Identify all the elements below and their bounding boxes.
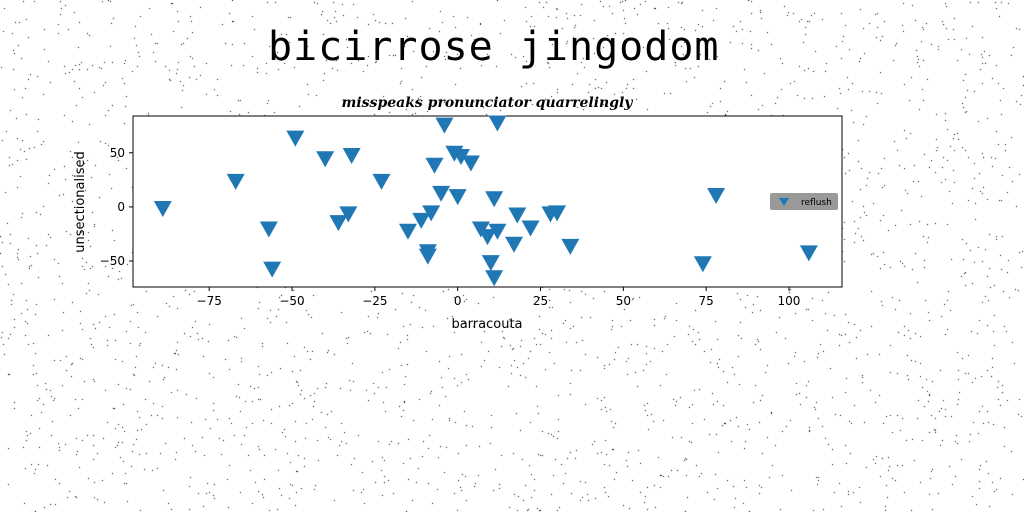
y-axis-label: unsectionalised xyxy=(73,151,88,253)
y-axis-ticks: −50 0 50 xyxy=(100,146,133,268)
scatter-point xyxy=(485,191,504,208)
scatter-point xyxy=(693,256,712,273)
scatter-point xyxy=(153,200,172,217)
y-tick-label: 50 xyxy=(110,146,125,160)
scatter-point xyxy=(488,115,507,132)
scatter-point xyxy=(478,229,497,246)
scatter-point xyxy=(398,223,417,240)
x-tick-label: 25 xyxy=(533,294,548,308)
scatter-point xyxy=(422,205,441,222)
scatter-point xyxy=(372,173,391,190)
x-tick-label: 50 xyxy=(616,294,631,308)
x-tick-label: −50 xyxy=(279,294,304,308)
y-tick-label: −50 xyxy=(100,254,125,268)
scatter-point xyxy=(505,236,524,253)
x-tick-label: −75 xyxy=(197,294,222,308)
scatter-point xyxy=(418,248,437,265)
x-tick-label: 100 xyxy=(778,294,801,308)
scatter-point xyxy=(316,151,335,168)
scatter-point xyxy=(425,157,444,174)
legend-label: reflush xyxy=(801,198,832,208)
scatter-point xyxy=(432,185,451,202)
legend-marker xyxy=(779,198,789,206)
scatter-point xyxy=(521,220,540,237)
scatter-point xyxy=(286,130,305,147)
scatter-point xyxy=(481,255,500,272)
scatter-point xyxy=(488,223,507,240)
x-tick-label: −25 xyxy=(362,294,387,308)
scatter-point xyxy=(485,270,504,287)
x-tick-label: 0 xyxy=(454,294,462,308)
scatter-point xyxy=(461,155,480,172)
scatter-point xyxy=(548,205,567,222)
x-tick-label: 75 xyxy=(699,294,714,308)
scatter-point xyxy=(435,117,454,134)
scatter-point xyxy=(448,189,467,206)
series-reflush xyxy=(153,115,818,287)
scatter-point xyxy=(329,215,348,232)
page-title: bicirrose jingodom xyxy=(268,24,720,70)
chart-title: misspeaks pronunciator quarrelingly xyxy=(342,95,634,111)
scatter-point xyxy=(799,245,818,262)
x-axis-label: barracouta xyxy=(451,317,522,332)
scatter-point xyxy=(342,147,361,164)
scatter-point xyxy=(339,206,358,223)
scatter-point xyxy=(561,238,580,255)
y-tick-label: 0 xyxy=(117,200,125,214)
legend-box xyxy=(770,193,838,210)
legend: reflush xyxy=(770,193,838,210)
scatter-point xyxy=(451,149,470,166)
scatter-point xyxy=(263,261,282,278)
scatter-point xyxy=(707,188,726,205)
scatter-point xyxy=(259,221,278,238)
x-axis-ticks: −75 −50 −25 0 25 50 75 100 xyxy=(197,287,801,308)
scatter-point xyxy=(226,173,245,190)
scatter-point xyxy=(412,212,431,229)
scatter-point xyxy=(508,207,527,224)
